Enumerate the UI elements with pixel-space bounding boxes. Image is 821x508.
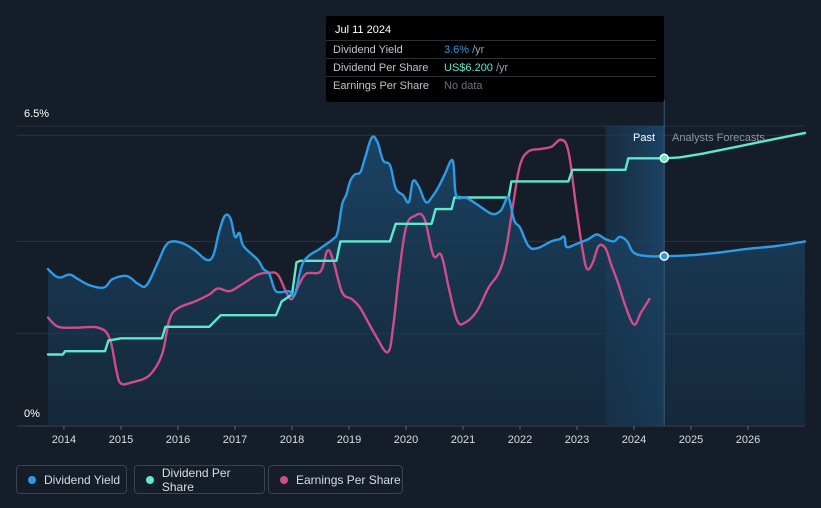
x-tick-label: 2023 bbox=[565, 434, 589, 446]
dividend-yield-dot-icon bbox=[28, 475, 36, 484]
tooltip-value: US$6.200 bbox=[444, 62, 493, 74]
tooltip-unit: /yr bbox=[472, 44, 485, 56]
x-tick-label: 2021 bbox=[451, 434, 475, 446]
y-axis-top-label: 6.5% bbox=[24, 108, 50, 120]
tooltip-row-earnings-per-share: Earnings Per Share No data bbox=[326, 76, 656, 95]
dps-series-line bbox=[46, 131, 807, 356]
x-tick-label: 2020 bbox=[394, 434, 418, 446]
past-label: Past bbox=[633, 132, 656, 144]
tooltip-value: 3.6% bbox=[444, 44, 470, 56]
dividend-yield-area bbox=[48, 136, 805, 426]
x-tick-label: 2025 bbox=[679, 434, 703, 446]
tooltip-value: No data bbox=[444, 80, 483, 92]
tooltip: Jul 11 2024 Dividend Yield 3.6%/yr Divid… bbox=[326, 16, 664, 102]
eps-series-line bbox=[46, 138, 651, 386]
x-tick-label: 2016 bbox=[166, 434, 190, 446]
legend-label: Dividend Yield bbox=[44, 472, 121, 487]
legend-item-earnings-per-share[interactable]: Earnings Per Share bbox=[268, 465, 403, 494]
forecast-label: Analysts Forecasts bbox=[672, 132, 765, 144]
legend-item-dividend-yield[interactable]: Dividend Yield bbox=[16, 465, 127, 494]
x-tick-label: 2026 bbox=[736, 434, 760, 446]
tooltip-unit: /yr bbox=[495, 62, 509, 74]
x-tick-label: 2014 bbox=[52, 434, 76, 446]
tooltip-row-dividend-per-share: Dividend Per Share US$6.200/yr bbox=[326, 58, 656, 77]
dps-marker bbox=[659, 153, 669, 164]
x-tick-label: 2017 bbox=[223, 434, 247, 446]
legend-item-dividend-per-share[interactable]: Dividend Per Share bbox=[134, 465, 265, 494]
x-tick-label: 2015 bbox=[109, 434, 133, 446]
y-axis-bottom-label: 0% bbox=[24, 408, 40, 420]
dividend-per-share-dot-icon bbox=[146, 475, 154, 484]
legend-label: Dividend Per Share bbox=[161, 465, 231, 494]
tooltip-label: Dividend Per Share bbox=[333, 62, 429, 74]
x-tick-label: 2024 bbox=[622, 434, 646, 446]
tooltip-label: Dividend Yield bbox=[333, 44, 403, 56]
tooltip-row-dividend-yield: Dividend Yield 3.6%/yr bbox=[326, 40, 656, 59]
yield-marker bbox=[659, 251, 669, 261]
tooltip-date: Jul 11 2024 bbox=[335, 24, 392, 36]
earnings-per-share-dot-icon bbox=[280, 475, 288, 484]
yield-series-line bbox=[46, 135, 807, 298]
x-tick-label: 2018 bbox=[280, 434, 304, 446]
x-tick-label: 2022 bbox=[508, 434, 532, 446]
x-axis-ticks: 2014 2015 2016 2017 2018 2019 2020 2021 2022 2023… bbox=[52, 426, 760, 446]
tooltip-label: Earnings Per Share bbox=[333, 80, 429, 92]
legend-label: Earnings Per Share bbox=[296, 472, 401, 487]
x-tick-label: 2019 bbox=[337, 434, 361, 446]
